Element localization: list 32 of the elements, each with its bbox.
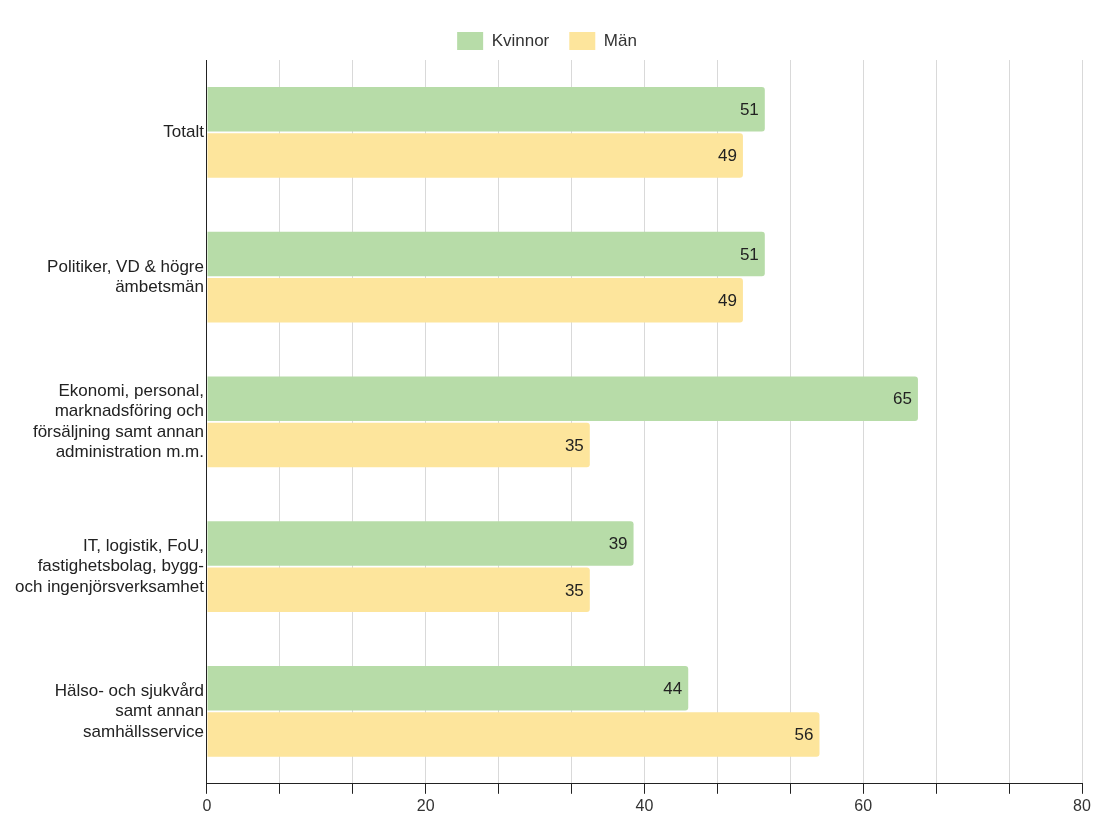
data-label: 65: [893, 389, 912, 409]
bar: [207, 666, 689, 711]
bar: [207, 376, 918, 421]
y-tick-label: Ekonomi, personal, marknadsföring och försäljning samt annan administration m.m.: [32, 380, 204, 462]
data-label: 49: [718, 146, 737, 166]
bar: [207, 712, 820, 757]
bar: [207, 567, 590, 613]
data-label: 39: [608, 534, 628, 554]
bar: [207, 422, 590, 468]
bar: [207, 521, 634, 566]
x-tick-label: 20: [416, 796, 435, 814]
x-tick-label: 40: [635, 796, 654, 814]
legend-label: Män: [603, 30, 637, 50]
bar: [207, 133, 743, 178]
data-label: 44: [663, 678, 683, 698]
bar: [207, 278, 743, 323]
bar: [207, 231, 765, 277]
data-label: 56: [794, 725, 814, 745]
y-tick-label: Hälso- och sjukvård samt annan samhällsservice: [54, 680, 204, 741]
y-tick-label: Politiker, VD & högre ämbetsmän: [47, 256, 204, 297]
data-label: 51: [739, 99, 759, 119]
data-label: 49: [718, 290, 737, 310]
legend-label: Kvinnor: [491, 30, 550, 50]
data-label: 35: [564, 435, 584, 455]
x-tick-label: 0: [202, 796, 212, 814]
data-label: 51: [739, 244, 759, 264]
bar: [207, 86, 765, 132]
data-label: 35: [564, 580, 584, 600]
x-tick-label: 60: [854, 796, 873, 814]
y-tick-label: IT, logistik, FoU, fastighetsbolag, bygg- och ingenjörsverksamhet: [15, 535, 205, 596]
x-tick-label: 80: [1073, 796, 1091, 814]
y-tick-label: Totalt: [163, 122, 205, 142]
